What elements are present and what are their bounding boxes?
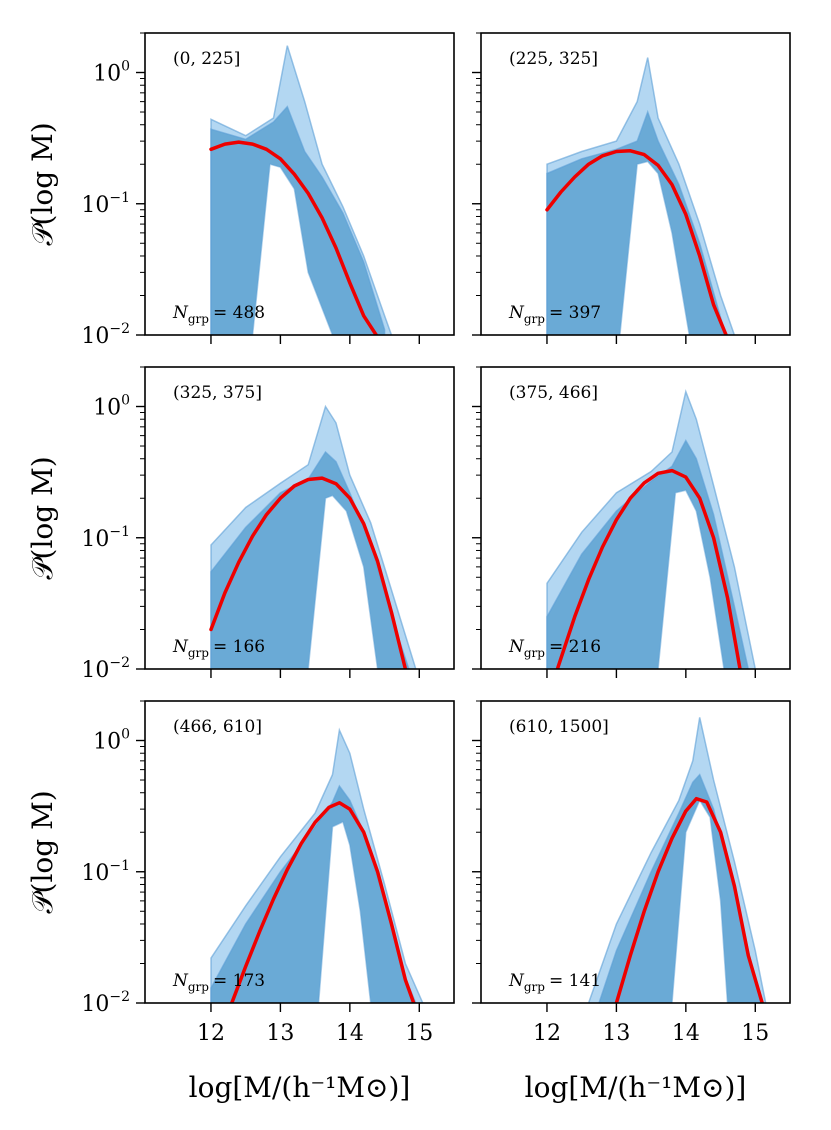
plot-area xyxy=(545,57,736,335)
y-axis-label: 𝒫(log M) xyxy=(26,122,59,245)
y-tick-label: 10−1 xyxy=(81,858,130,886)
range-label: (375, 466] xyxy=(509,383,598,403)
x-tick-label: 13 xyxy=(602,1021,630,1046)
x-tick-label: 14 xyxy=(336,1021,364,1046)
n-grp-label: Ngrp = 173 xyxy=(172,971,265,994)
x-axis-label: log[M/(h⁻¹M⊙)] xyxy=(525,1071,747,1104)
range-label: (0, 225] xyxy=(173,49,240,69)
white-core xyxy=(307,494,379,669)
x-tick-label: 12 xyxy=(533,1021,561,1046)
n-grp-label: Ngrp = 397 xyxy=(508,303,601,326)
plot-area xyxy=(209,45,393,335)
range-label: (325, 375] xyxy=(173,383,262,403)
panel-frame xyxy=(480,366,791,670)
y-tick-label: 10−2 xyxy=(81,321,130,349)
panel-225-325: (225, 325] Ngrp = 397 xyxy=(472,32,791,344)
y-axis-label: 𝒫(log M) xyxy=(26,456,59,579)
fit-line xyxy=(555,468,742,669)
plot-area xyxy=(210,727,424,1003)
range-label: (610, 1500] xyxy=(509,717,609,737)
y-axis-label: 𝒫(log M) xyxy=(26,790,59,913)
panel-frame xyxy=(480,700,791,1004)
panel-frame xyxy=(144,700,455,1004)
white-core xyxy=(657,489,725,669)
panel-325-375: 10−2 10−1 100 (325, 375] Ngrp = 166 xyxy=(81,366,455,683)
fit-line xyxy=(209,140,378,335)
y-tick-label: 10−1 xyxy=(81,190,130,218)
y-axis-labels: 𝒫(log M) 𝒫(log M) 𝒫(log M) xyxy=(26,122,59,913)
fit-line xyxy=(209,476,408,669)
x-tick-label: 15 xyxy=(741,1021,769,1046)
y-tick-label: 10−1 xyxy=(81,524,130,552)
n-grp-label: Ngrp = 166 xyxy=(172,637,265,660)
panel-0-225: 10−2 10−1 100 (0, 225] Ngrp = 488 xyxy=(81,32,455,349)
panel-frame xyxy=(144,366,455,670)
x-axis-label: log[M/(h⁻¹M⊙)] xyxy=(189,1071,411,1104)
y-tick-label: 100 xyxy=(93,727,130,755)
panel-frame xyxy=(144,32,455,336)
x-tick-label: 12 xyxy=(197,1021,225,1046)
range-label: (466, 610] xyxy=(173,717,262,737)
fit-line xyxy=(614,796,764,1003)
y-tick-label: 10−2 xyxy=(81,989,130,1017)
y-tick-label: 100 xyxy=(93,59,130,87)
plot-area xyxy=(546,389,757,669)
n-grp-label: Ngrp = 141 xyxy=(508,971,601,994)
panel-375-466: (375, 466] Ngrp = 216 xyxy=(472,366,791,678)
panels-group: 10−2 10−1 100 (0, 225] Ngrp = 488 (225, 325] Ng… xyxy=(81,32,791,1046)
white-core xyxy=(619,160,691,335)
fit-line xyxy=(545,149,728,335)
plot-area xyxy=(587,717,767,1003)
x-tick-label: 13 xyxy=(266,1021,294,1046)
y-tick-label: 10−2 xyxy=(81,655,130,683)
x-tick-label: 15 xyxy=(405,1021,433,1046)
n-grp-label: Ngrp = 216 xyxy=(508,637,601,660)
white-core xyxy=(251,163,334,335)
y-tick-label: 100 xyxy=(93,393,130,421)
x-axis-labels: log[M/(h⁻¹M⊙)] log[M/(h⁻¹M⊙)] xyxy=(189,1071,747,1104)
panel-610-1500: 12 13 14 15 (610, 1500] Ngrp = 141 xyxy=(472,700,791,1046)
x-tick-label: 14 xyxy=(672,1021,700,1046)
panel-466-610: 12 13 14 15 10−2 10−1 100 (466, 610] Ngrp = 173 xyxy=(81,700,455,1046)
panel-frame xyxy=(480,32,791,336)
plot-area xyxy=(209,404,417,669)
range-label: (225, 325] xyxy=(509,49,598,69)
fit-line xyxy=(230,801,416,1003)
n-grp-label: Ngrp = 488 xyxy=(172,303,265,326)
white-core xyxy=(317,820,372,1003)
